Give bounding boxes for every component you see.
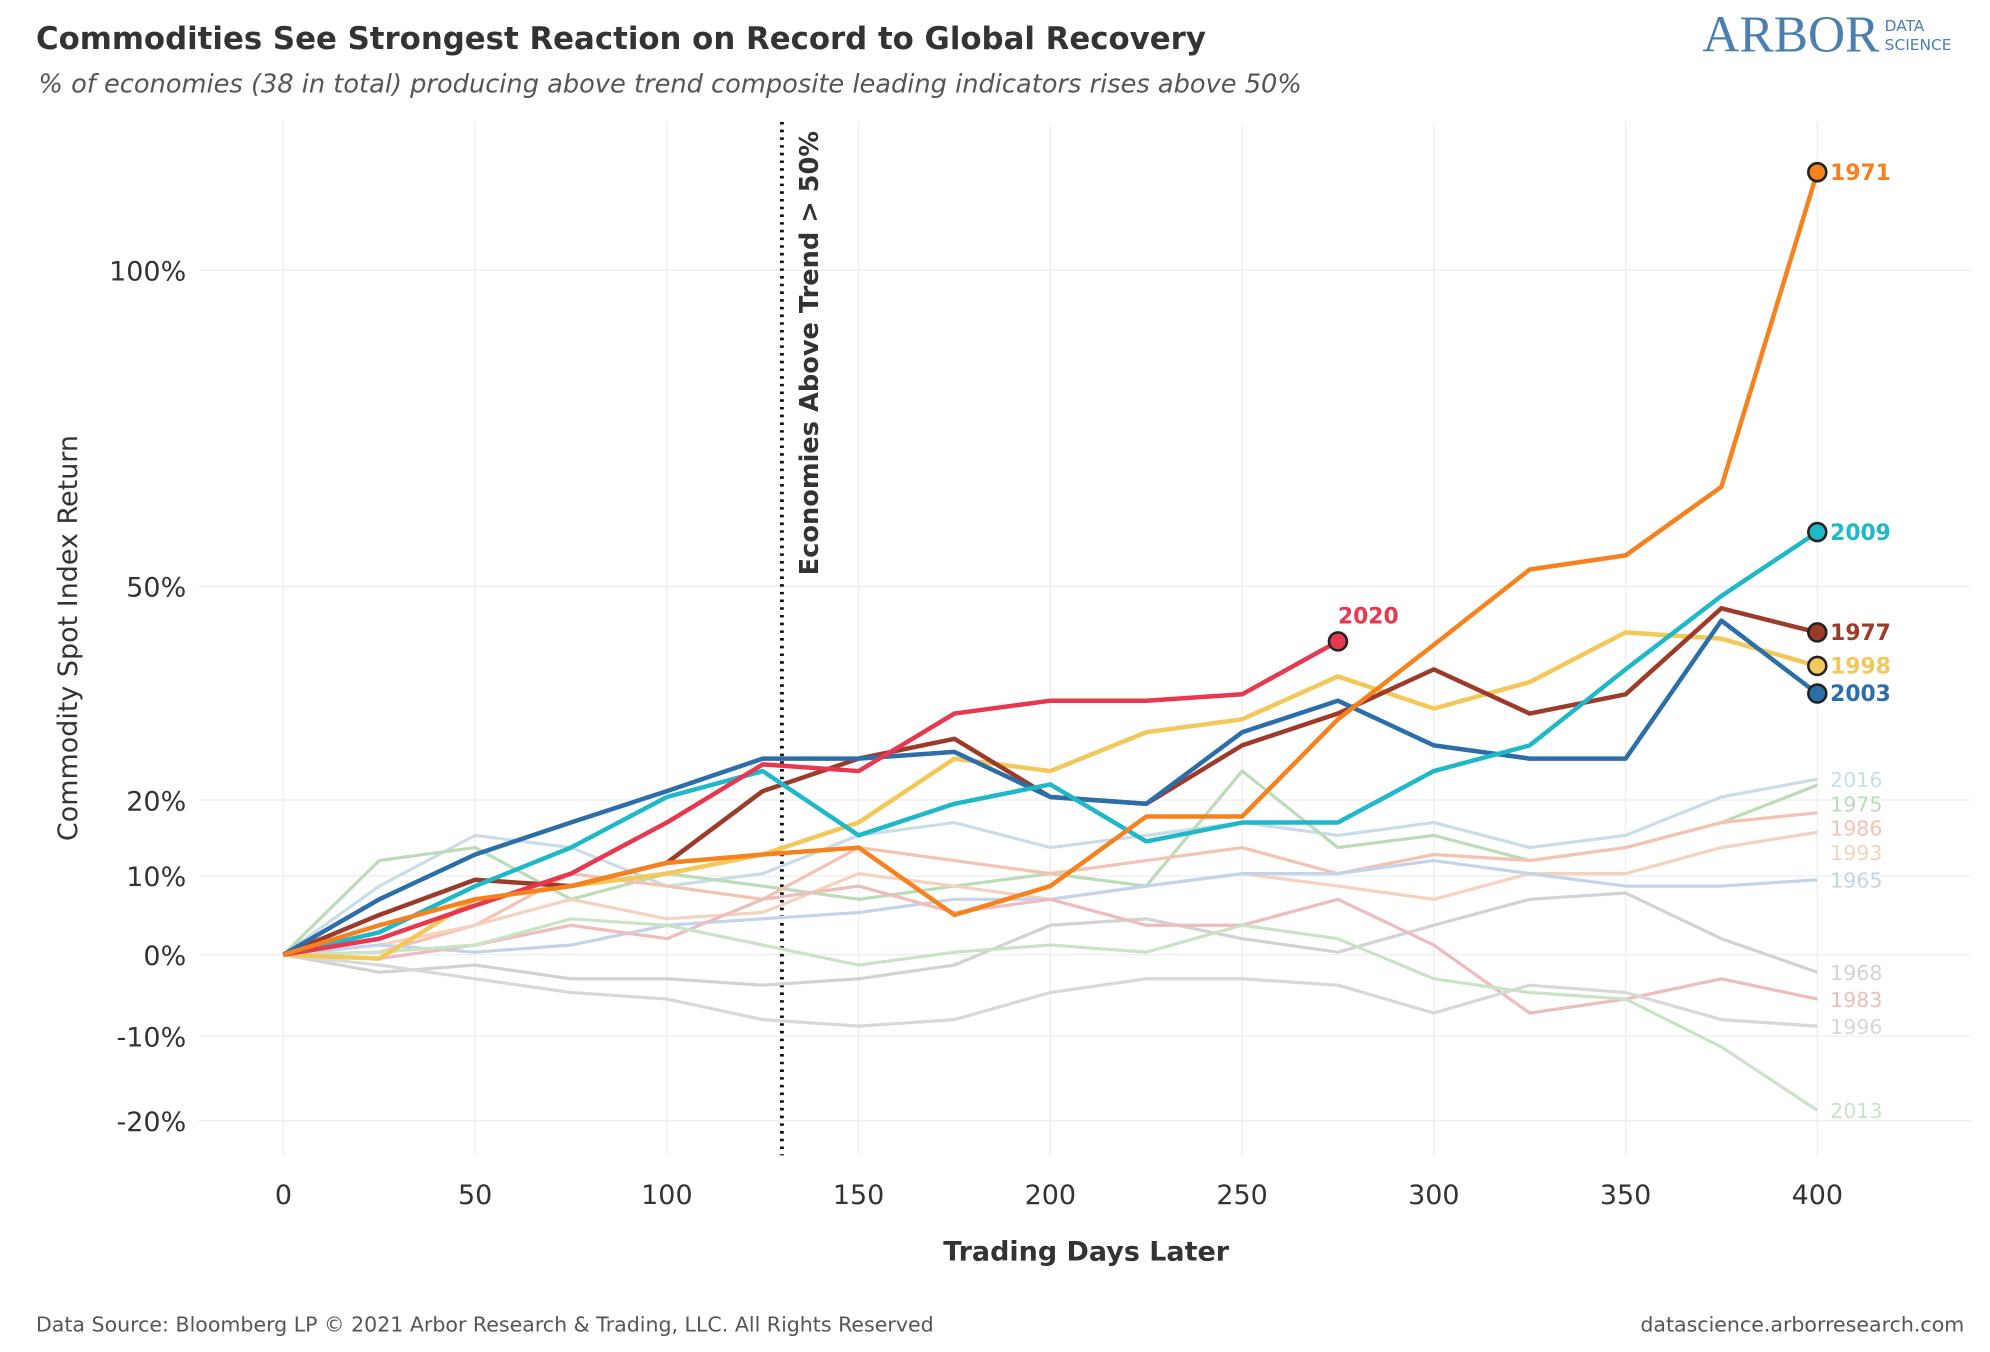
series-line	[283, 891, 1818, 987]
series-label: 2009	[1830, 521, 1891, 546]
series-label: 2016	[1830, 768, 1882, 792]
series-label: 1975	[1830, 792, 1882, 816]
y-tick-label: -20%	[117, 1107, 187, 1138]
x-tick-label: 400	[1792, 1180, 1843, 1211]
x-tick-label: 100	[641, 1180, 692, 1211]
y-axis-label: Commodity Spot Index Return	[53, 435, 84, 841]
y-tick-label: 20%	[126, 786, 186, 817]
series-line	[282, 171, 1820, 957]
series-label: 1977	[1830, 621, 1891, 646]
end-marker	[1807, 622, 1828, 643]
annotation-label: Economies Above Trend > 50%	[795, 131, 825, 575]
chart-title: Commodities See Strongest Reaction on Re…	[36, 21, 1206, 57]
series-label: 1971	[1830, 161, 1891, 186]
series-label: 1986	[1830, 817, 1882, 841]
logo: ARBOR	[1702, 6, 1880, 63]
series-line	[283, 953, 1818, 1028]
logo-tag: SCIENCE	[1885, 36, 1952, 54]
end-marker	[1807, 161, 1828, 183]
y-tick-label: 10%	[126, 862, 186, 893]
series-label: 1998	[1830, 655, 1891, 680]
logo-tag: DATA	[1885, 17, 1925, 35]
end-marker	[1807, 683, 1828, 704]
y-tick-label: 100%	[109, 257, 186, 288]
series-label: 1983	[1830, 988, 1882, 1012]
series-line	[282, 530, 1819, 957]
x-tick-label: 350	[1600, 1180, 1651, 1211]
website: datascience.arborresearch.com	[1640, 1312, 1964, 1336]
x-tick-label: 250	[1216, 1180, 1267, 1211]
x-axis-label: Trading Days Later	[943, 1237, 1230, 1268]
end-marker	[1807, 521, 1828, 543]
x-tick-label: 300	[1408, 1180, 1459, 1211]
y-tick-label: -10%	[117, 1022, 187, 1053]
series-label: 1965	[1830, 869, 1882, 893]
x-tick-label: 50	[458, 1180, 492, 1211]
series-label: 1968	[1830, 961, 1882, 985]
series-label: 2013	[1830, 1099, 1882, 1123]
series-label: 2003	[1830, 682, 1891, 707]
series-label: 1993	[1830, 841, 1882, 865]
chart-subtitle: % of economies (38 in total) producing a…	[39, 69, 1302, 99]
series-line	[283, 639, 1339, 957]
series-line	[282, 777, 1818, 956]
end-marker	[1807, 655, 1828, 677]
y-tick-label: 50%	[126, 573, 186, 604]
series-label: 1996	[1830, 1015, 1882, 1039]
series-line	[283, 884, 1818, 1015]
series-line	[283, 917, 1819, 1112]
series-label: 2020	[1338, 604, 1399, 629]
y-tick-label: 0%	[143, 941, 186, 972]
x-tick-label: 0	[275, 1180, 292, 1211]
source: Data Source: Bloomberg LP © 2021 Arbor R…	[36, 1312, 934, 1336]
end-marker	[1327, 631, 1349, 652]
series-line	[282, 618, 1819, 957]
x-tick-label: 200	[1025, 1180, 1076, 1211]
x-tick-label: 150	[833, 1180, 884, 1211]
